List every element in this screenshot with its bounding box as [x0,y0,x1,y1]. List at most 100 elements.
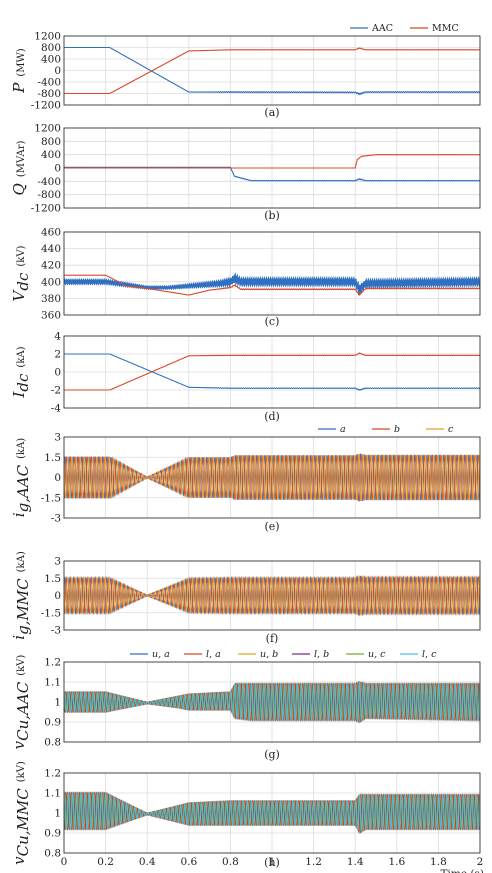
y-tick-label: 800 [41,42,61,54]
legend-label: a [340,424,346,435]
y-axis-unit: (kA) [16,438,27,459]
y-tick-label: 4 [54,331,61,343]
chart-panel-8: 1.21.110.90.80 0.2 0.4 0.6 0.8 1 1.2 1.4 1.6 1.8 2… [10,761,484,873]
y-tick-label: 420 [41,260,61,272]
panel-caption: (b) [264,209,280,222]
series-line-phase-6 [64,680,480,723]
y-axis-label: ig,MMC (kA) [10,551,32,640]
y-tick-label: -1200 [31,203,61,215]
series-group [64,352,480,391]
legend-label: u, a [152,649,170,660]
legend-label: AAC [371,23,393,34]
y-tick-label: 0 [54,472,61,484]
series-line-aac [64,272,480,296]
y-tick-label: 1 [54,697,61,709]
legend-label: c [448,424,454,435]
series-line-phase-1 [64,575,480,617]
y-axis-label: vCu,MMC (kV) [10,761,32,865]
panel-caption: (e) [264,520,279,533]
series-line-aac [64,46,480,96]
y-tick-label: 0 [54,590,61,602]
y-axis-symbol: V [10,288,28,301]
y-tick-label: 2 [54,349,61,361]
y-axis-label-text: vCu,AAC (kV) [10,655,32,750]
y-axis-label-text: vCu,MMC (kV) [10,761,32,865]
y-tick-label: 460 [41,227,61,239]
x-tick-label: 0.6 [180,856,197,868]
series-line-phase-3 [64,453,480,502]
y-axis-subscript: dc [14,373,32,392]
y-axis-symbol: Q [10,183,28,195]
y-tick-label: 0.8 [44,848,61,860]
plot-frame [63,560,481,631]
x-tick-label: 1.4 [347,856,364,868]
x-tick-label: 0 [61,856,68,868]
y-tick-label: 0.8 [44,737,61,749]
y-axis-label-text: ig,AAC (kA) [10,438,32,518]
series-group [64,680,480,724]
y-tick-label: 440 [41,243,61,255]
y-tick-label: -800 [37,189,61,201]
y-axis-label-text: Q (MVAr) [10,140,28,195]
y-tick-label: 800 [41,136,61,148]
legend-label: b [394,424,400,435]
y-tick-label: 1200 [34,123,61,135]
y-tick-label: 1 [54,808,61,820]
x-tick-label: 1.6 [388,856,405,868]
y-tick-label: 1200 [34,31,61,43]
panel-caption: (f) [266,632,279,645]
series-group [64,272,480,296]
series-group [64,574,480,617]
plot-frame [63,661,481,743]
y-tick-label: 360 [41,310,61,322]
y-tick-label: 0 [54,65,61,77]
y-axis-unit: (kV) [16,245,27,266]
y-axis-symbol: P [10,82,28,94]
y-axis-label: Idc (kA) [10,346,32,398]
plot-frame [63,231,481,316]
series-line-mmc [64,352,480,391]
y-axis-label-text: Vdc (kV) [10,245,32,301]
y-tick-label: 380 [41,293,61,305]
y-axis-unit: (MVAr) [16,140,27,177]
plot-frame [63,335,481,409]
series-line-phase-2 [64,574,480,617]
y-tick-label: 0.9 [44,828,61,840]
y-tick-label: 400 [41,54,61,66]
legend-label: l, a [206,649,221,660]
x-axis-label: Time (s) [441,868,484,873]
y-axis-symbol: v [10,740,28,749]
x-tick-label: 1.2 [305,856,322,868]
x-tick-label: 0.8 [222,856,239,868]
y-axis-symbol: I [10,391,28,399]
y-axis-subscript: Cu,AAC [14,681,32,741]
y-tick-label: -1.5 [41,607,61,619]
legend-label: MMC [432,23,459,34]
y-axis-symbol: v [10,856,28,865]
y-tick-label: -3 [51,625,61,637]
x-tick-label: 2 [477,856,484,868]
series-line-phase-6 [64,791,480,834]
legend-label: u, b [260,649,278,660]
y-axis-label-text: ig,MMC (kA) [10,551,32,640]
y-tick-label: -400 [37,176,61,188]
y-axis-unit: (kV) [16,655,27,676]
panel-caption: (h) [264,856,280,869]
series-line-phase-3 [64,574,480,617]
series-line-aac [64,353,480,391]
y-axis-unit: (kV) [16,761,27,782]
y-axis-label-text: Idc (kA) [10,346,32,398]
y-tick-label: -2 [51,385,61,397]
y-tick-label: 0 [54,367,61,379]
y-tick-label: -400 [37,77,61,89]
series-group [64,453,480,502]
chart-panel-3: 460 440 420 400 380 360 Vdc (kV) (c) [10,227,481,328]
plot-frame [63,127,481,209]
y-tick-label: 3 [54,556,61,568]
series-line-mmc [64,47,480,95]
y-tick-label: -3 [51,513,61,525]
y-axis-unit: (kA) [16,551,27,572]
y-axis-label: Vdc (kV) [10,245,32,301]
chart-panel-6: 3 1.5 0 -1.5 -3 ig,MMC (kA) (f) [10,551,481,645]
